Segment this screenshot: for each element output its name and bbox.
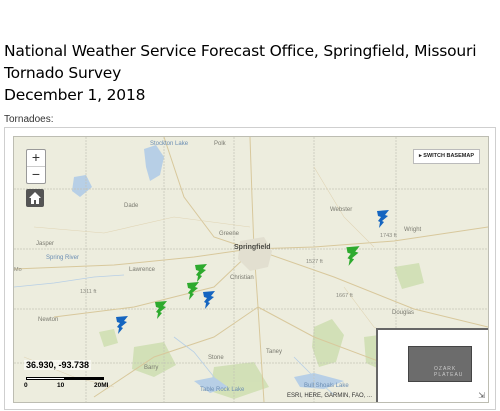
scale-tick-0: 0	[24, 382, 28, 389]
zoom-out-button[interactable]: −	[27, 166, 45, 183]
zoom-control: + −	[26, 149, 46, 184]
coordinate-readout: 36.930, -93.738	[24, 360, 92, 370]
survey-date: December 1, 2018	[4, 86, 146, 104]
basemap	[14, 137, 488, 402]
label-douglas: Douglas	[392, 310, 415, 316]
scale-tick-10: 10	[57, 382, 65, 389]
label-barry: Barry	[144, 365, 159, 371]
overview-map[interactable]: OZARK PLATEAU ⇲	[376, 328, 488, 402]
tornado-marker[interactable]	[194, 263, 208, 283]
tornado-marker[interactable]	[115, 315, 129, 335]
scale-line	[26, 377, 104, 380]
map-frame: Stockton Lake Polk Greene Springfield La…	[4, 127, 496, 410]
label-elevation-1: 1743 ft	[380, 233, 397, 239]
page-header: National Weather Service Forecast Office…	[4, 40, 477, 106]
tornado-marker[interactable]	[186, 281, 200, 301]
label-stockton: Stockton Lake	[150, 141, 189, 147]
label-christian: Christian	[230, 275, 254, 281]
tornado-marker[interactable]	[154, 300, 168, 320]
label-elevation-2: 1527 ft	[306, 259, 323, 265]
tornado-marker[interactable]	[202, 290, 216, 310]
label-spring-river: Spring River	[46, 255, 80, 261]
label-bull-shoals: Bull Shoals Lake	[304, 383, 349, 389]
tornado-map[interactable]: Stockton Lake Polk Greene Springfield La…	[13, 136, 489, 403]
zoom-in-button[interactable]: +	[31, 149, 41, 165]
home-icon	[29, 192, 41, 204]
label-taney: Taney	[266, 349, 283, 355]
office-title: National Weather Service Forecast Office…	[4, 42, 477, 60]
tornadoes-label: Tornadoes:	[4, 114, 54, 125]
map-attribution: ESRI, HERE, GARMIN, FAO, ...	[286, 393, 372, 399]
switch-basemap-button[interactable]: ▸ SWITCH BASEMAP	[412, 149, 480, 164]
resize-icon[interactable]: ⇲	[478, 391, 485, 400]
springfield-urban-area	[238, 237, 272, 271]
label-springfield: Springfield	[234, 244, 271, 251]
label-elevation-4: 1311 ft	[80, 289, 97, 295]
label-webster: Webster	[330, 207, 353, 213]
tornado-marker[interactable]	[345, 245, 361, 267]
scale-bar: 0 10 20MI	[24, 373, 114, 391]
label-jasper: Jasper	[36, 241, 55, 247]
label-newton: Newton	[38, 317, 59, 323]
label-mo: Mo	[14, 267, 22, 273]
survey-title: Tornado Survey	[4, 64, 122, 82]
label-dade: Dade	[124, 203, 139, 209]
label-lawrence: Lawrence	[129, 267, 156, 273]
tornado-marker[interactable]	[376, 209, 390, 229]
label-polk: Polk	[214, 141, 226, 147]
label-stone: Stone	[208, 355, 224, 361]
rivers	[14, 274, 335, 396]
label-table-rock: Table Rock Lake	[200, 387, 245, 393]
overview-extent[interactable]	[408, 346, 472, 382]
minor-roads	[23, 166, 415, 388]
label-elevation-3: 1667 ft	[336, 293, 353, 299]
label-wright: Wright	[404, 227, 422, 233]
label-greene: Greene	[219, 231, 240, 237]
overview-label: OZARK PLATEAU	[434, 366, 464, 378]
scale-tick-20: 20MI	[94, 382, 109, 389]
home-button[interactable]	[26, 189, 44, 207]
